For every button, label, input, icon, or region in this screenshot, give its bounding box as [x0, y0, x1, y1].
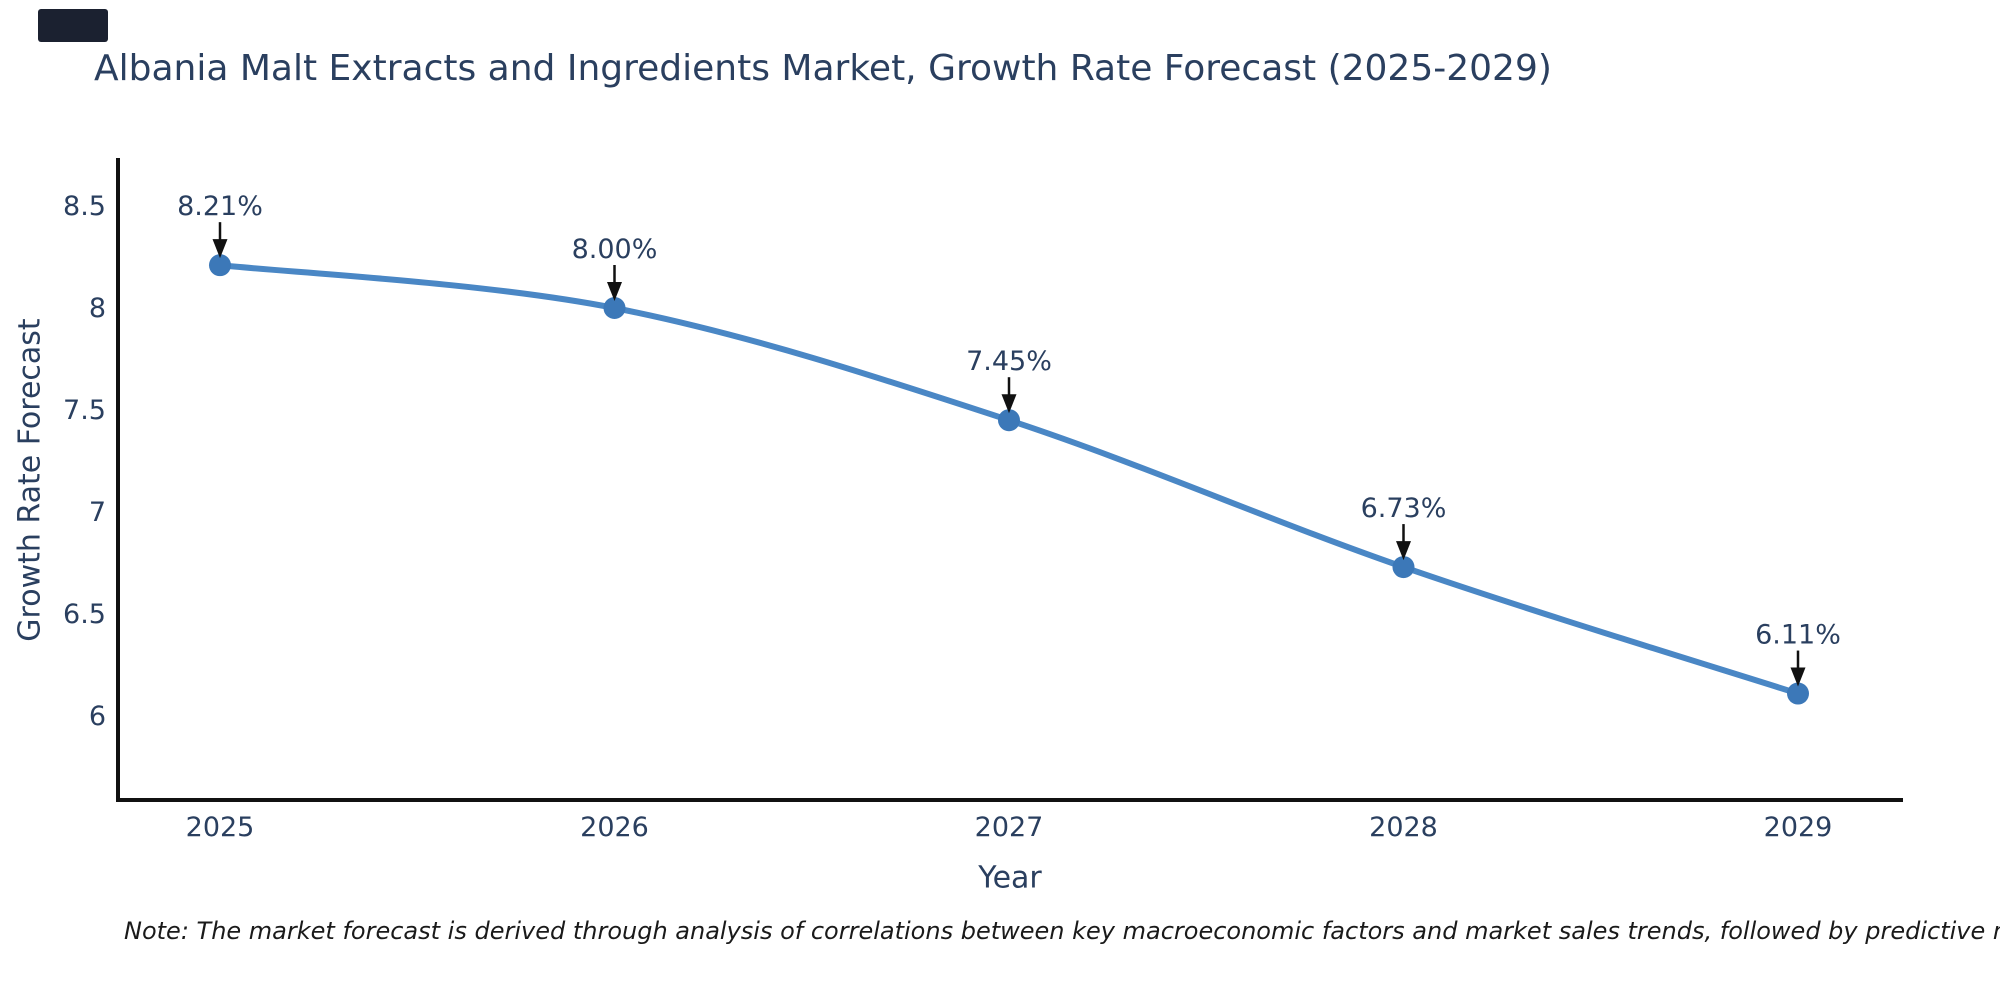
- annotation-arrowhead: [212, 239, 228, 259]
- y-tick-label: 6.5: [63, 599, 106, 630]
- x-tick-label: 2027: [975, 812, 1044, 843]
- point-annotation: 6.73%: [1361, 493, 1447, 524]
- point-annotation: 8.21%: [177, 191, 263, 222]
- data-point-2028[interactable]: [1392, 556, 1415, 579]
- chart-title: Albania Malt Extracts and Ingredients Ma…: [94, 48, 1552, 89]
- y-tick-label: 6: [89, 701, 106, 732]
- data-point-2025[interactable]: [209, 254, 231, 277]
- data-point-2027[interactable]: [998, 409, 1020, 432]
- trend-line: [217, 262, 1801, 697]
- y-tick-label: 8.5: [63, 191, 106, 222]
- point-annotation: 7.45%: [966, 346, 1052, 377]
- x-tick-label: 2029: [1764, 812, 1833, 843]
- annotation-arrowhead: [607, 282, 622, 301]
- footnote: Note: The market forecast is derived thr…: [124, 917, 2000, 945]
- y-tick-label: 8: [89, 293, 106, 324]
- data-point-2026[interactable]: [603, 297, 626, 319]
- window-corner-fragment: [38, 9, 108, 42]
- y-tick-label: 7.5: [63, 395, 106, 426]
- annotation-arrowhead: [1790, 667, 1806, 687]
- x-tick-label: 2025: [186, 812, 255, 843]
- annotation-arrowhead: [1396, 541, 1411, 561]
- x-tick-label: 2028: [1369, 812, 1438, 843]
- x-axis-title: Year: [978, 860, 1042, 896]
- data-point-2029[interactable]: [1787, 682, 1809, 705]
- point-annotation: 6.11%: [1755, 620, 1841, 651]
- point-annotation: 8.00%: [572, 234, 658, 265]
- x-tick-label: 2026: [580, 812, 649, 843]
- y-tick-label: 7: [89, 497, 106, 528]
- annotation-arrowhead: [1001, 394, 1017, 414]
